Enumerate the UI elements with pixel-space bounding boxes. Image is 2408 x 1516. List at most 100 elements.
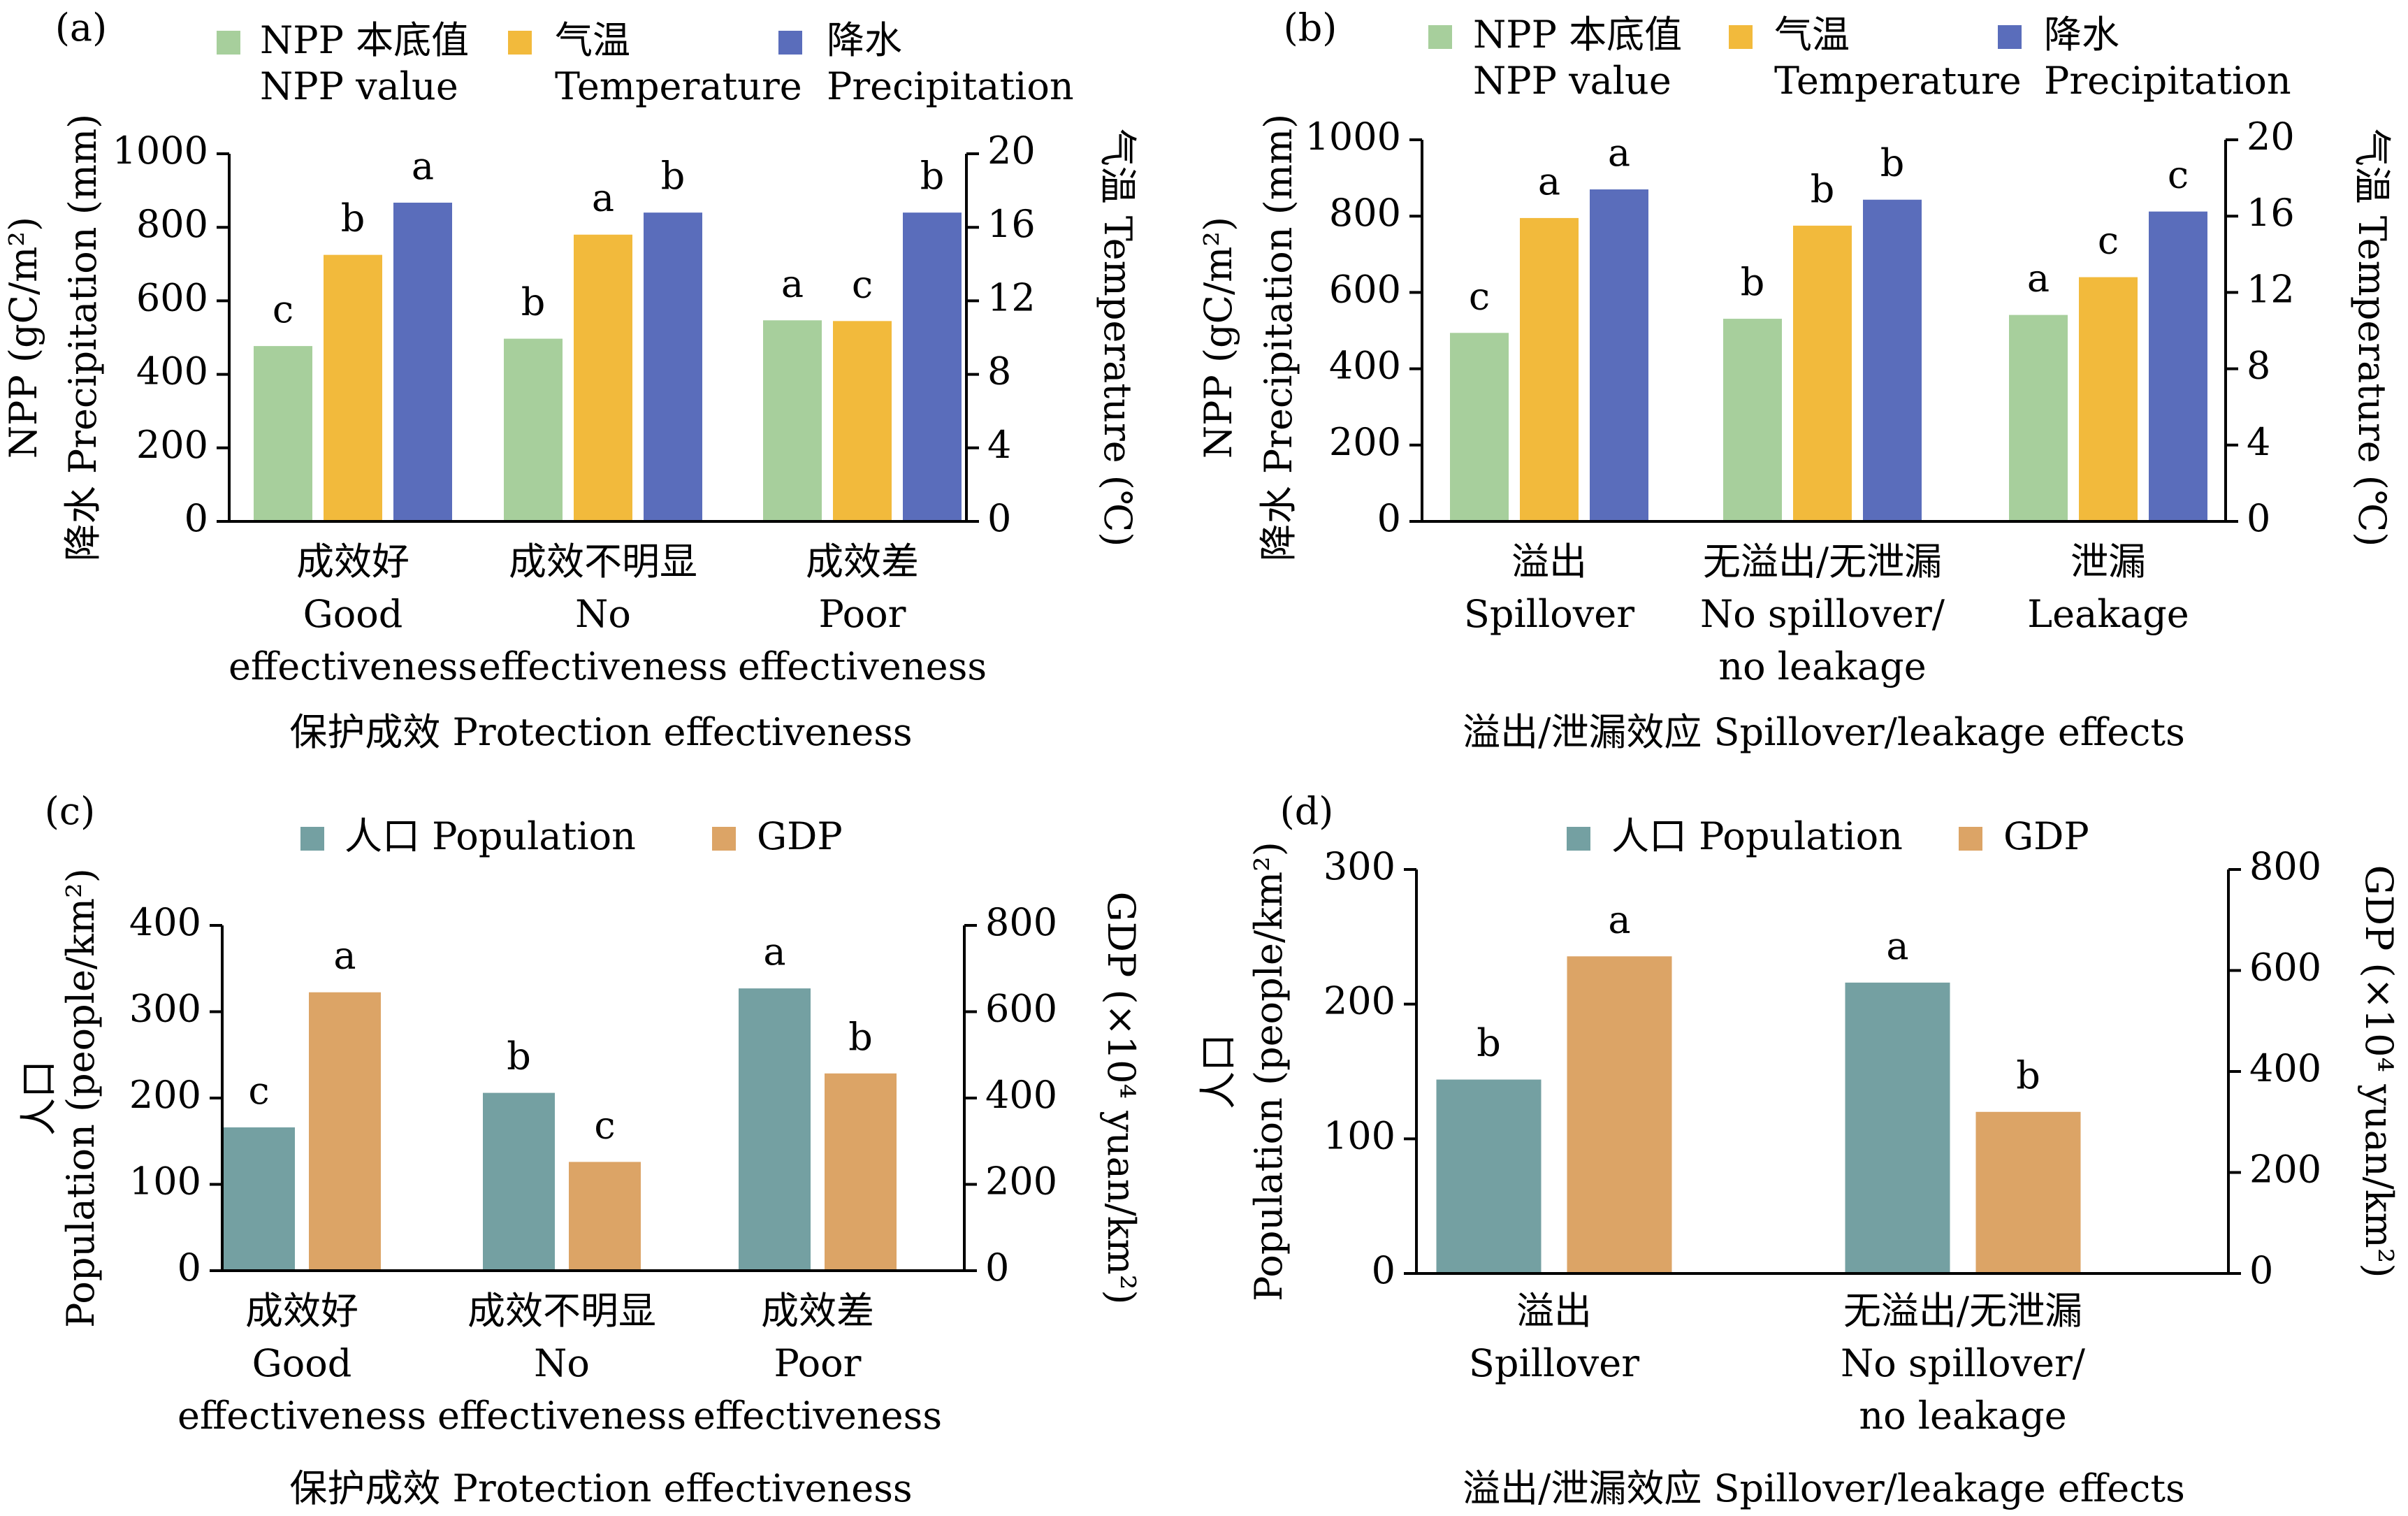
y2-tick-label: 200	[985, 1160, 1057, 1204]
bar	[833, 321, 892, 521]
legend-label: 气温	[1774, 13, 1850, 57]
legend-swatch	[1959, 827, 1982, 851]
y-axis-title: 人口	[17, 1060, 61, 1136]
category-label: effectiveness	[229, 644, 477, 688]
y-tick-label: 100	[129, 1160, 201, 1204]
y2-tick-label: 200	[2249, 1148, 2321, 1192]
bar	[739, 988, 811, 1271]
y2-axis-title: 气温 Temperature (℃)	[2350, 129, 2394, 547]
data-label: a	[1538, 159, 1560, 203]
data-label: b	[2016, 1053, 2040, 1097]
y2-axis-title: GDP (×10⁴ yuan/km²)	[1099, 892, 1143, 1305]
y2-tick-label: 0	[987, 496, 1011, 540]
y2-tick-label: 0	[2249, 1248, 2273, 1292]
legend-swatch	[712, 827, 736, 851]
y2-tick-label: 0	[2247, 496, 2270, 540]
y2-tick-label: 600	[985, 987, 1057, 1031]
y2-tick-label: 8	[2247, 344, 2270, 388]
legend-swatch	[1428, 25, 1452, 49]
bar	[1863, 199, 1922, 521]
panel-d: (d) 人口 Population GDP b a 溢出 Spillover a b 无溢出/无泄…	[1196, 789, 2401, 1510]
bar	[2079, 277, 2138, 521]
y-tick-label: 800	[136, 202, 208, 246]
y-tick-label: 0	[177, 1246, 201, 1290]
legend-swatch	[300, 827, 324, 851]
data-label: a	[412, 144, 434, 188]
data-label: a	[2027, 257, 2050, 301]
data-label: c	[1469, 274, 1490, 318]
legend-swatch	[508, 31, 532, 55]
panel-label: (b)	[1284, 6, 1337, 50]
category-label: No	[534, 1341, 590, 1385]
x-axis-title: 保护成效 Protection effectiveness	[289, 1466, 912, 1510]
category-label: effectiveness	[479, 644, 727, 688]
y-tick-label: 200	[136, 423, 208, 467]
x-axis-title: 溢出/泄漏效应 Spillover/leakage effects	[1463, 710, 2185, 754]
data-label: c	[852, 262, 873, 306]
y2-tick-label: 12	[987, 275, 1036, 319]
legend-label: 气温	[555, 18, 630, 62]
category-label: effectiveness	[738, 644, 987, 688]
panel-label: (a)	[55, 6, 107, 50]
category-label: Poor	[819, 592, 906, 636]
y-tick-label: 1000	[113, 129, 208, 173]
data-label: b	[521, 280, 546, 324]
legend-label: NPP 本底值	[260, 18, 469, 62]
bar	[1845, 982, 1950, 1273]
y2-tick-label: 20	[2247, 115, 2295, 159]
y-tick-label: 0	[1372, 1248, 1395, 1292]
y2-tick-label: 16	[2247, 191, 2295, 235]
bar	[254, 346, 312, 521]
category-label: Spillover	[1469, 1341, 1639, 1385]
y2-tick-label: 8	[987, 349, 1011, 394]
y-axis-title: NPP (gC/m²)	[1196, 217, 1240, 459]
y-tick-label: 400	[1329, 344, 1401, 388]
bar	[903, 212, 962, 521]
category-label: no leakage	[1718, 644, 1926, 688]
data-label: b	[1477, 1021, 1501, 1065]
y-tick-label: 100	[1323, 1113, 1395, 1157]
data-label: a	[1886, 924, 1908, 968]
y-axis-title: 人口	[1196, 1034, 1240, 1109]
legend-label: GDP	[757, 814, 843, 858]
y-axis-title: 降水 Precipitation (mm)	[61, 114, 105, 562]
y2-axis-title: 气温 Temperature (℃)	[1096, 129, 1140, 547]
data-label: b	[661, 154, 686, 198]
y-tick-label: 0	[1377, 496, 1401, 540]
bar	[2009, 315, 2068, 521]
legend-label: Precipitation	[827, 64, 1074, 108]
data-label: a	[592, 176, 614, 220]
data-label: a	[781, 261, 804, 305]
category-label: effectiveness	[437, 1394, 686, 1438]
data-label: c	[273, 287, 293, 331]
bar	[763, 320, 822, 521]
legend-label: 降水	[827, 18, 902, 62]
category-label: Good	[252, 1341, 352, 1385]
category-label: effectiveness	[693, 1394, 942, 1438]
data-label: b	[507, 1034, 531, 1078]
category-label: 溢出	[1511, 540, 1587, 584]
bar	[483, 1092, 555, 1271]
x-axis-title: 溢出/泄漏效应 Spillover/leakage effects	[1463, 1466, 2185, 1510]
category-label: 溢出	[1516, 1289, 1592, 1333]
y2-axis-title: GDP (×10⁴ yuan/km²)	[2357, 865, 2401, 1278]
y2-tick-label: 20	[987, 129, 1036, 173]
bar	[1590, 189, 1648, 521]
legend-label: NPP value	[260, 64, 458, 108]
y2-tick-label: 4	[2247, 420, 2270, 464]
data-label: b	[1741, 260, 1765, 304]
y-tick-label: 200	[1323, 979, 1395, 1023]
panel-label: (c)	[45, 789, 95, 833]
category-label: Poor	[774, 1341, 862, 1385]
legend-swatch	[1729, 25, 1753, 49]
data-label: b	[1880, 141, 1905, 185]
y2-tick-label: 4	[987, 423, 1011, 467]
y-axis-title: NPP (gC/m²)	[1, 217, 45, 459]
data-label: c	[248, 1069, 269, 1113]
bar	[1450, 333, 1509, 521]
data-label: b	[848, 1015, 873, 1059]
category-label: 泄漏	[2070, 540, 2146, 584]
